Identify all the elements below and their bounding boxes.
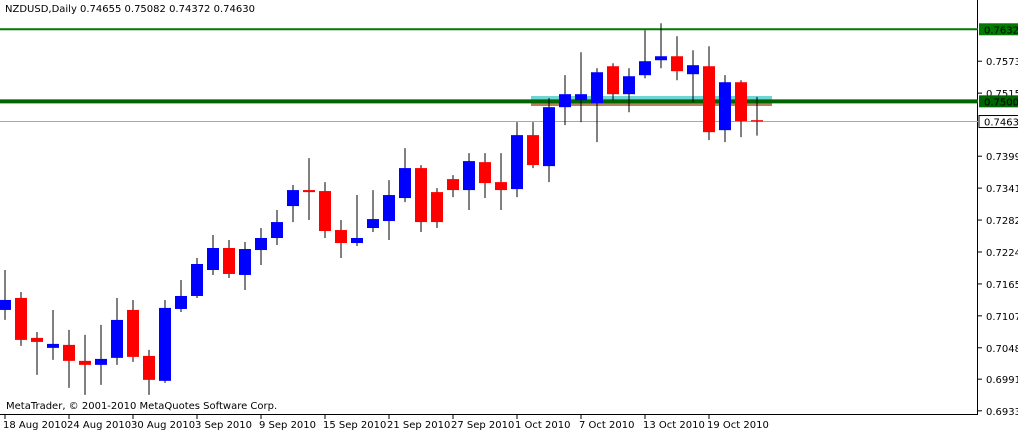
- candle-body: [255, 238, 267, 251]
- chart-subtitle: 0.74655 0.75082 0.74372 0.74630: [80, 4, 255, 15]
- candle-body: [447, 179, 459, 191]
- y-tick-label: 0.71655: [986, 280, 1018, 291]
- candle-body: [127, 309, 139, 357]
- candle-body: [719, 82, 731, 131]
- plot-area: [0, 23, 978, 395]
- candle-body: [111, 319, 123, 358]
- candle-body: [751, 120, 763, 122]
- candle-body: [191, 263, 203, 296]
- candle-body: [623, 76, 635, 95]
- candle-body: [735, 82, 747, 122]
- candle-body: [431, 192, 443, 223]
- candle-body: [223, 247, 235, 274]
- candle-body: [511, 135, 523, 190]
- candle-body: [591, 72, 603, 104]
- candle-body: [175, 295, 187, 309]
- candle-body: [479, 162, 491, 184]
- candle-body: [687, 65, 699, 75]
- candle-body: [319, 191, 331, 232]
- candle-body: [607, 66, 619, 95]
- watermark: MetaTrader, © 2001-2010 MetaQuotes Softw…: [6, 401, 277, 412]
- candle-body: [207, 247, 219, 270]
- candle-body: [31, 337, 43, 342]
- candle-body: [79, 360, 91, 365]
- candle-body: [463, 161, 475, 191]
- candle-body: [527, 135, 539, 166]
- x-tick-label: 21 Sep 2010: [387, 420, 450, 431]
- x-tick-label: 3 Sep 2010: [195, 420, 252, 431]
- candle-body: [95, 358, 107, 365]
- level-label: 0.74630: [984, 118, 1018, 129]
- x-tick-label: 1 Oct 2010: [515, 420, 570, 431]
- candle-body: [367, 219, 379, 229]
- x-tick-label: 27 Sep 2010: [451, 420, 514, 431]
- candle-body: [159, 307, 171, 381]
- candle-body: [15, 297, 27, 340]
- candle-body: [415, 168, 427, 223]
- x-tick-label: 7 Oct 2010: [579, 420, 634, 431]
- candle-body: [271, 222, 283, 239]
- candle-body: [0, 299, 11, 310]
- level-label-box: [979, 23, 1018, 36]
- y-tick-label: 0.70485: [986, 344, 1018, 355]
- candle-body: [303, 190, 315, 193]
- x-tick-label: 9 Sep 2010: [259, 420, 316, 431]
- candle-body: [239, 249, 251, 275]
- y-tick-label: 0.73995: [986, 152, 1018, 163]
- x-tick-label: 13 Oct 2010: [643, 420, 705, 431]
- x-tick-label: 19 Oct 2010: [707, 420, 769, 431]
- level-label-box: [979, 95, 1018, 108]
- x-tick-label: 30 Aug 2010: [131, 420, 195, 431]
- candle-body: [543, 107, 555, 167]
- x-tick-label: 15 Sep 2010: [323, 420, 386, 431]
- candle-body: [703, 66, 715, 133]
- candle-body: [559, 94, 571, 108]
- candle-body: [399, 168, 411, 199]
- y-tick-label: 0.75735: [986, 57, 1018, 68]
- y-tick-label: 0.69330: [986, 407, 1018, 418]
- candle-body: [495, 182, 507, 191]
- candle-body: [655, 56, 667, 61]
- candle-body: [287, 190, 299, 207]
- candle-body: [335, 230, 347, 244]
- candle-body: [143, 355, 155, 380]
- x-tick-label: 24 Aug 2010: [67, 420, 131, 431]
- candle-body: [383, 195, 395, 222]
- y-tick-label: 0.72825: [986, 216, 1018, 227]
- candle-body: [575, 94, 587, 101]
- candle-body: [671, 56, 683, 72]
- level-label-box: [978, 115, 1018, 129]
- x-tick-label: 18 Aug 2010: [3, 420, 67, 431]
- candle-body: [47, 343, 59, 348]
- chart-title: NZDUSD,Daily: [5, 4, 77, 15]
- candle-body: [351, 238, 363, 244]
- candle-body: [63, 344, 75, 361]
- candle-body: [639, 61, 651, 76]
